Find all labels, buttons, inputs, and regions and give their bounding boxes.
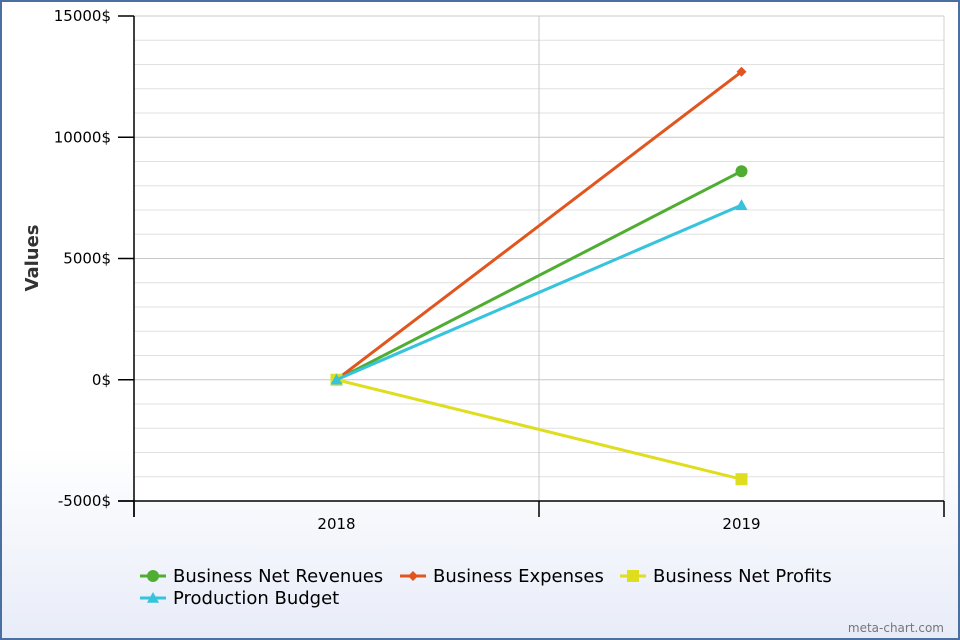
- legend-item: Business Expenses: [400, 566, 604, 587]
- data-point: [735, 473, 748, 486]
- credit-text: meta-chart.com: [848, 621, 944, 635]
- legend: Business Net Revenues Business Expenses Bu…: [140, 566, 832, 609]
- legend-label: Business Net Profits: [653, 566, 832, 587]
- y-tick-label: 5000$: [63, 250, 111, 268]
- x-tick-label: 2019: [722, 515, 760, 533]
- y-axis-title: Values: [22, 225, 43, 292]
- legend-item: Production Budget: [140, 588, 339, 609]
- series-4: [330, 199, 748, 385]
- legend-label: Production Budget: [173, 588, 339, 609]
- series-layer: [330, 66, 748, 486]
- legend-label: Business Expenses: [433, 566, 604, 587]
- legend-item: Business Net Revenues: [140, 566, 383, 587]
- y-tick-label: 0$: [92, 371, 111, 389]
- legend-item: Business Net Profits: [620, 566, 832, 587]
- legend-marker: [627, 570, 639, 582]
- data-point: [735, 199, 748, 210]
- series-line: [335, 70, 743, 381]
- legend-marker: [147, 592, 159, 603]
- x-tick-label: 2018: [317, 515, 355, 533]
- data-point: [736, 66, 747, 77]
- grid: [134, 15, 945, 501]
- series-line: [335, 203, 743, 382]
- y-tick-label: -5000$: [58, 492, 111, 510]
- axes: 15000$ 10000$ 5000$ 0$ -5000$ 2018 2019: [54, 7, 945, 533]
- legend-label: Business Net Revenues: [173, 566, 383, 587]
- data-point: [330, 373, 343, 385]
- y-tick-label: 10000$: [54, 128, 111, 146]
- legend-marker: [408, 571, 418, 581]
- legend-marker: [147, 570, 159, 582]
- y-tick-label: 15000$: [54, 7, 111, 25]
- series-line: [335, 169, 743, 382]
- series-line: [336, 378, 742, 481]
- data-point: [735, 165, 748, 178]
